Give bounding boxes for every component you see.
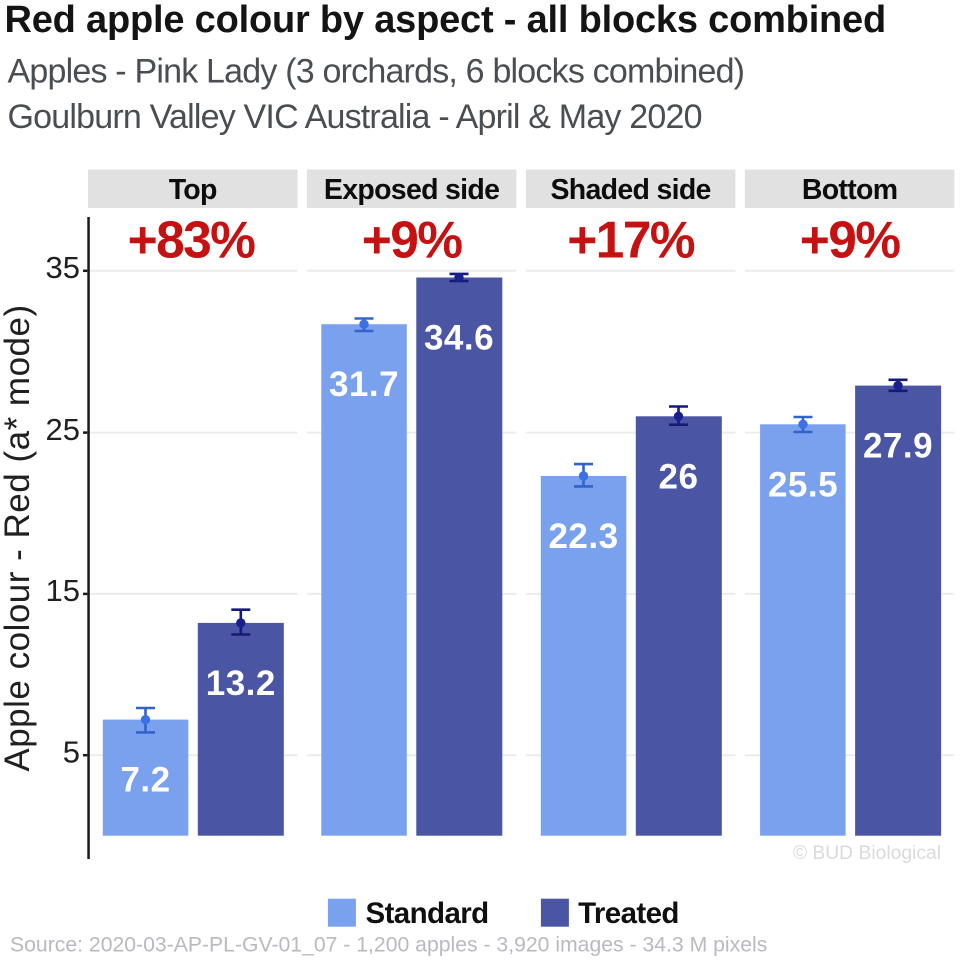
svg-text:35: 35 [46,250,80,285]
svg-text:Shaded side: Shaded side [551,174,711,206]
svg-text:© BUD Biological: © BUD Biological [793,843,941,864]
svg-text:15: 15 [46,573,80,608]
svg-text:22.3: 22.3 [548,517,618,556]
svg-text:Exposed side: Exposed side [324,174,499,206]
svg-text:Apple colour - Red (a* mode): Apple colour - Red (a* mode) [0,304,37,771]
svg-text:Red apple colour by aspect - a: Red apple colour by aspect - all blocks … [5,0,887,41]
svg-text:31.7: 31.7 [329,365,399,404]
svg-text:Apples - Pink Lady (3 orchards: Apples - Pink Lady (3 orchards, 6 blocks… [8,53,745,91]
svg-text:Bottom: Bottom [802,174,898,206]
svg-text:25.5: 25.5 [768,465,838,504]
svg-text:26: 26 [659,457,699,496]
svg-text:5: 5 [63,734,80,769]
svg-text:+83%: +83% [128,211,256,269]
svg-text:Goulburn Valley VIC Australia: Goulburn Valley VIC Australia - April & … [8,98,702,136]
svg-text:Source: 2020-03-AP-PL-GV-01_07: Source: 2020-03-AP-PL-GV-01_07 - 1,200 a… [10,934,767,957]
svg-text:25: 25 [46,412,80,447]
svg-text:Treated: Treated [578,897,679,930]
svg-text:Standard: Standard [366,897,489,930]
svg-text:+9%: +9% [362,211,463,269]
svg-text:34.6: 34.6 [424,319,494,358]
svg-text:7.2: 7.2 [120,761,170,800]
svg-text:+17%: +17% [567,211,695,269]
svg-text:Top: Top [169,174,217,206]
svg-text:27.9: 27.9 [863,427,933,466]
svg-text:+9%: +9% [800,211,901,269]
svg-text:13.2: 13.2 [206,664,276,703]
